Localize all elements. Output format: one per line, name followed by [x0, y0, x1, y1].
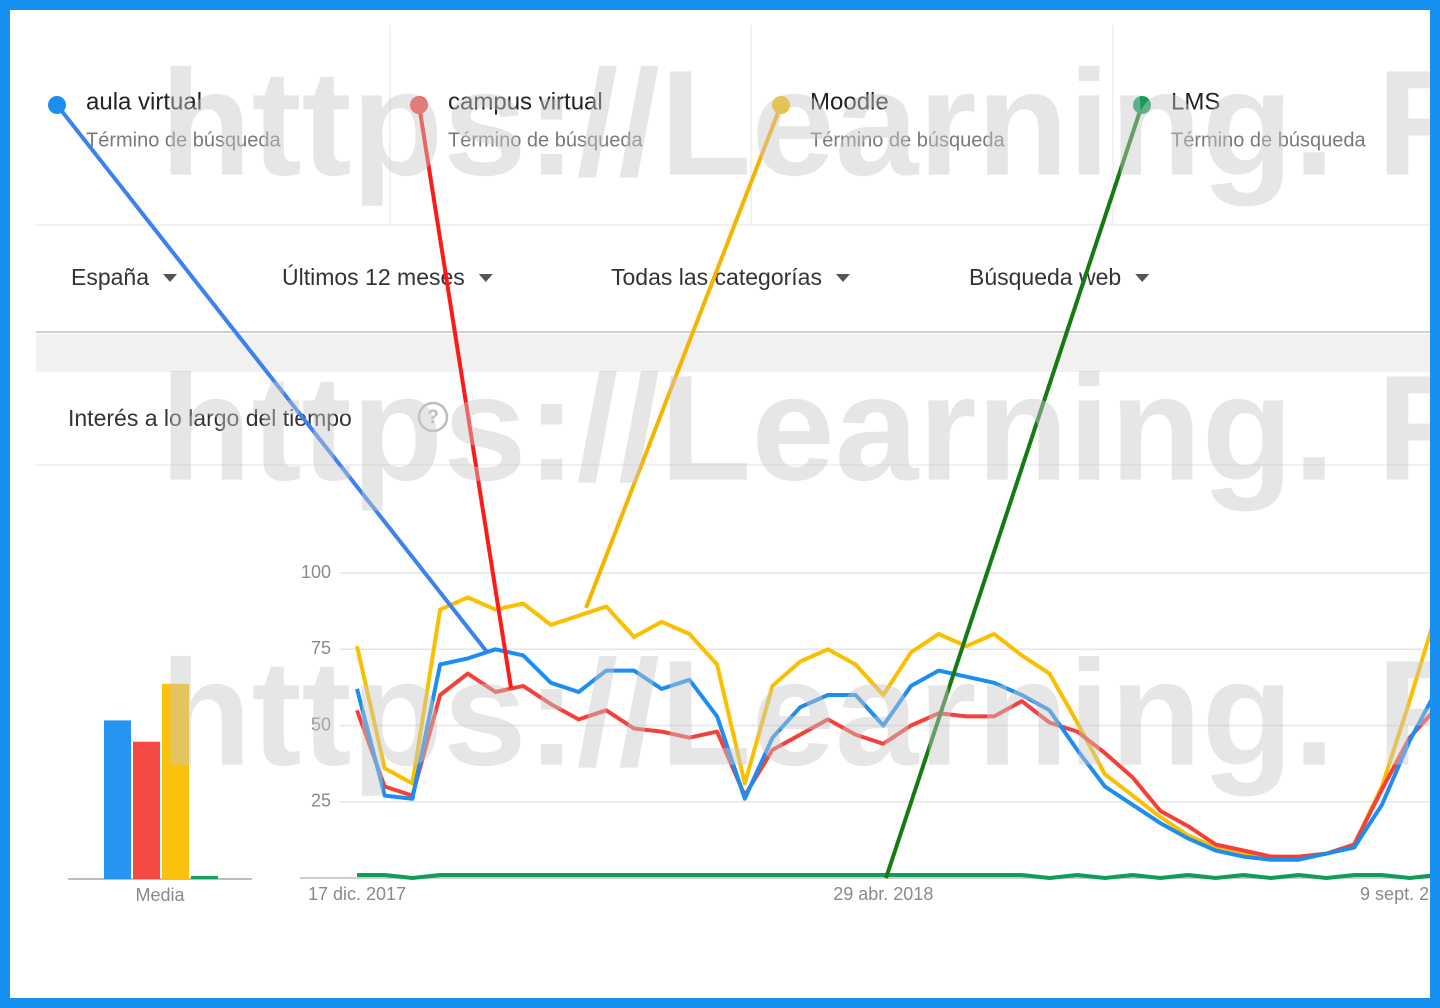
bar — [162, 683, 189, 879]
legend-term[interactable]: campus virtual — [448, 88, 603, 115]
gray-band — [36, 334, 1432, 372]
watermark: https://Learning. Repo — [160, 344, 1440, 512]
legend-dot — [410, 96, 428, 114]
dropdown-arrow — [1135, 274, 1150, 282]
legend-dot — [1133, 96, 1151, 114]
annotation-line — [584, 104, 783, 609]
help-icon-glyph: ? — [427, 407, 439, 428]
x-tick-label: 9 sept. 2018 — [1360, 884, 1440, 904]
bar — [104, 720, 131, 879]
x-tick-label: 29 abr. 2018 — [833, 884, 933, 904]
legend-subtitle: Término de búsqueda — [1171, 129, 1366, 151]
watermark: https://Learning. Repo — [160, 39, 1440, 207]
dropdown-arrow — [163, 274, 178, 282]
data-line — [355, 671, 1432, 859]
data-line — [357, 873, 1432, 880]
filter-dropdown[interactable]: Búsqueda web — [969, 264, 1121, 290]
legend-dot — [772, 96, 790, 114]
legend-dot — [48, 96, 66, 114]
x-tick-label: 17 dic. 2017 — [308, 884, 406, 904]
x-tick-label: Media — [135, 885, 185, 905]
filter-dropdown[interactable]: España — [71, 264, 149, 290]
watermark: https://Learning. Repo — [160, 629, 1440, 797]
annotation-line — [884, 104, 1144, 879]
legend-subtitle: Término de búsqueda — [86, 129, 281, 151]
bar — [133, 741, 160, 879]
dropdown-arrow — [478, 274, 493, 282]
y-tick-label: 100 — [301, 562, 331, 582]
y-tick-label: 25 — [311, 791, 331, 811]
legend-term[interactable]: aula virtual — [86, 88, 202, 115]
legend-subtitle: Término de búsqueda — [810, 129, 1005, 151]
legend-term[interactable]: LMS — [1171, 88, 1220, 115]
dropdown-arrow — [835, 274, 850, 282]
bar — [191, 875, 218, 879]
data-line — [355, 647, 1432, 862]
annotation-line — [55, 103, 489, 654]
y-tick-label: 75 — [311, 638, 331, 658]
y-tick-label: 50 — [311, 714, 331, 734]
legend-subtitle: Término de búsqueda — [448, 129, 643, 151]
filter-dropdown[interactable]: Últimos 12 meses — [282, 264, 465, 290]
help-icon[interactable] — [417, 401, 449, 433]
legend-term[interactable]: Moodle — [810, 88, 889, 115]
annotation-line — [417, 104, 513, 689]
